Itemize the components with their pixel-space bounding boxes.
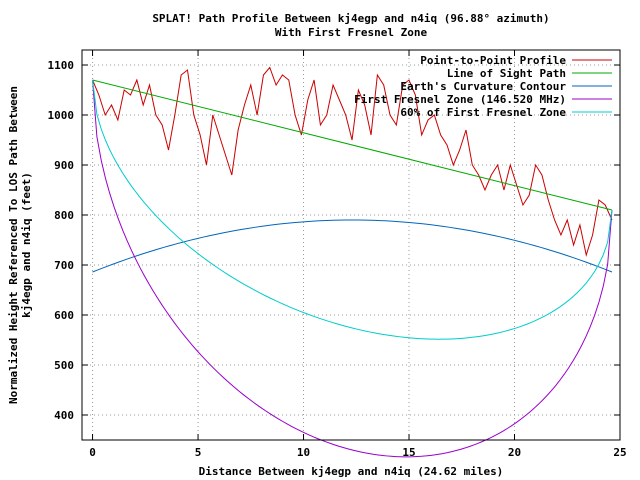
y-axis-label-line: Normalized Height Referenced To LOS Path… [7, 86, 20, 404]
x-tick-label: 20 [508, 446, 521, 459]
y-axis-label-line: kj4egp and n4iq (feet) [20, 172, 33, 318]
series-line-2 [92, 219, 613, 273]
legend-label: Earth's Curvature Contour [400, 80, 566, 93]
plot-frame [81, 49, 621, 441]
ticks: 0 5 10 15 20 25 400 500 600 700 800 900 1000 1100 [48, 50, 627, 459]
y-tick-label: 400 [54, 409, 74, 422]
y-tick-label: 1100 [48, 59, 75, 72]
x-tick-label: 25 [613, 446, 626, 459]
y-tick-label: 900 [54, 159, 74, 172]
chart-subtitle: With First Fresnel Zone [275, 26, 428, 39]
series-line-0 [92, 66, 613, 257]
legend-label: Point-to-Point Profile [420, 54, 566, 67]
x-tick-label: 0 [89, 446, 96, 459]
series-line-4 [92, 79, 613, 340]
x-axis-label: Distance Between kj4egp and n4iq (24.62 … [199, 465, 504, 478]
legend-label: 60% of First Fresnel Zone [400, 106, 566, 119]
series-line-1 [92, 79, 613, 211]
y-tick-label: 700 [54, 259, 74, 272]
y-axis-label: Normalized Height Referenced To LOS Path… [7, 86, 33, 404]
y-tick-label: 600 [54, 309, 74, 322]
y-tick-label: 800 [54, 209, 74, 222]
chart-title: SPLAT! Path Profile Between kj4egp and n… [152, 12, 549, 25]
y-tick-label: 1000 [48, 109, 75, 122]
legend-label: First Fresnel Zone (146.520 MHz) [354, 93, 566, 106]
x-tick-label: 10 [297, 446, 310, 459]
series-line-3 [92, 79, 613, 458]
series-layer [92, 66, 613, 458]
y-tick-label: 500 [54, 359, 74, 372]
x-tick-label: 15 [402, 446, 415, 459]
x-tick-label: 5 [195, 446, 202, 459]
grid [82, 50, 621, 440]
legend-label: Line of Sight Path [447, 67, 566, 80]
